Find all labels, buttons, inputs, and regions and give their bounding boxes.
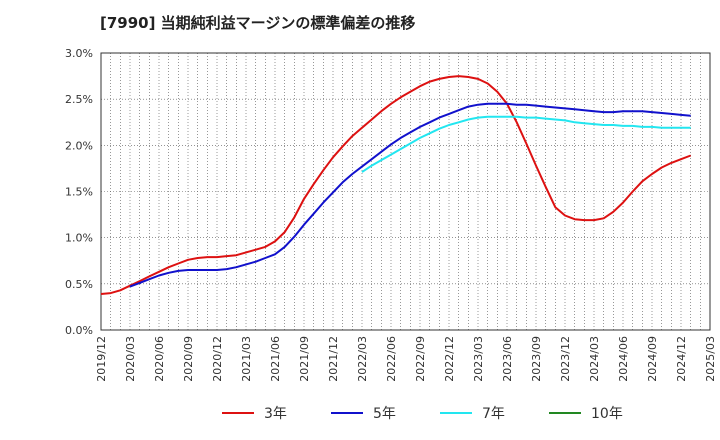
x-tick-label: 2025/03 <box>704 336 717 382</box>
series-line <box>100 75 692 295</box>
x-tick-label: 2022/03 <box>356 336 369 382</box>
y-tick-label: 3.0% <box>65 47 93 60</box>
x-tick-label: 2022/12 <box>443 336 456 382</box>
y-tick-label: 2.5% <box>65 93 93 106</box>
x-tick-label: 2023/09 <box>530 336 543 382</box>
x-tick-label: 2020/12 <box>211 336 224 382</box>
x-tick-label: 2022/06 <box>385 336 398 382</box>
y-tick-label: 2.0% <box>65 139 93 152</box>
y-tick-label: 0.0% <box>65 324 93 337</box>
x-tick-label: 2021/12 <box>327 336 340 382</box>
x-tick-label: 2019/12 <box>95 336 108 382</box>
x-tick-label: 2024/06 <box>617 336 630 382</box>
x-tick-label: 2021/03 <box>240 336 253 382</box>
y-axis: 0.0% 0.5% 1.0% 1.5% 2.0% 2.5% 3.0% <box>65 47 93 337</box>
x-tick-label: 2020/03 <box>124 336 137 382</box>
y-tick-label: 1.0% <box>65 232 93 245</box>
chart-title: [7990] 当期純利益マージンの標準偏差の推移 <box>100 14 416 32</box>
legend: 3年 5年 7年 10年 <box>222 406 623 422</box>
series-line <box>361 115 691 173</box>
x-tick-label: 2024/03 <box>588 336 601 382</box>
x-tick-label: 2021/06 <box>269 336 282 382</box>
x-tick-label: 2023/06 <box>501 336 514 382</box>
x-tick-label: 2022/09 <box>414 336 427 382</box>
y-tick-label: 0.5% <box>65 278 93 291</box>
legend-label: 5年 <box>373 406 396 422</box>
legend-label: 3年 <box>264 406 287 422</box>
x-tick-label: 2020/09 <box>182 336 195 382</box>
x-tick-label: 2021/09 <box>298 336 311 382</box>
x-tick-label: 2024/12 <box>675 336 688 382</box>
y-tick-label: 1.5% <box>65 186 93 199</box>
legend-label: 7年 <box>482 406 505 422</box>
x-tick-label: 2020/06 <box>153 336 166 382</box>
x-axis: 2019/12 2020/03 2020/06 2020/09 2020/12 2021/… <box>95 336 717 382</box>
x-tick-label: 2024/09 <box>646 336 659 382</box>
legend-label: 10年 <box>591 406 623 422</box>
plot-frame <box>100 52 711 331</box>
series-lines <box>100 75 692 295</box>
series-line <box>129 102 691 288</box>
x-tick-label: 2023/12 <box>559 336 572 382</box>
x-tick-label: 2023/03 <box>472 336 485 382</box>
